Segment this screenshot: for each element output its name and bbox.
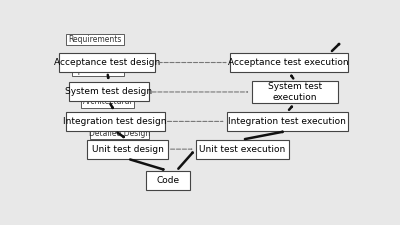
FancyBboxPatch shape: [81, 96, 134, 108]
FancyBboxPatch shape: [72, 65, 124, 76]
Text: Integration test design: Integration test design: [63, 117, 167, 126]
Text: Unit test execution: Unit test execution: [199, 145, 285, 154]
FancyBboxPatch shape: [59, 53, 155, 72]
Text: System test design: System test design: [65, 88, 152, 97]
Text: Requirements: Requirements: [68, 35, 122, 44]
Text: Specification: Specification: [73, 66, 123, 75]
Text: Detailed Design: Detailed Design: [89, 129, 150, 138]
FancyBboxPatch shape: [69, 82, 149, 101]
FancyBboxPatch shape: [66, 34, 124, 45]
Text: Acceptance test design: Acceptance test design: [54, 58, 160, 67]
Text: Code: Code: [156, 176, 179, 185]
Text: Acceptance test execution: Acceptance test execution: [228, 58, 349, 67]
FancyBboxPatch shape: [227, 112, 348, 131]
FancyBboxPatch shape: [66, 112, 165, 131]
FancyBboxPatch shape: [252, 81, 338, 103]
FancyBboxPatch shape: [90, 128, 149, 139]
Text: Integration test execution: Integration test execution: [228, 117, 346, 126]
Text: System test
execution: System test execution: [268, 82, 322, 102]
FancyBboxPatch shape: [87, 140, 168, 159]
FancyBboxPatch shape: [196, 140, 289, 159]
FancyBboxPatch shape: [146, 171, 190, 190]
Text: Unit test design: Unit test design: [92, 145, 164, 154]
FancyBboxPatch shape: [230, 53, 348, 72]
Text: Architectural: Architectural: [82, 97, 132, 106]
